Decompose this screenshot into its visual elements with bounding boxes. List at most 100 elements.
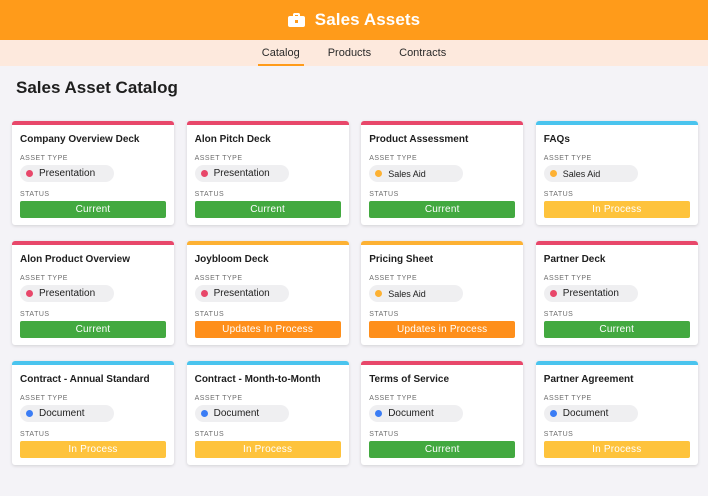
asset-card[interactable]: Contract - Annual Standard ASSET TYPE Docu… <box>12 361 174 465</box>
asset-type-value: Presentation <box>213 288 270 299</box>
status-label: STATUS <box>369 311 399 318</box>
asset-name: Product Assessment <box>369 134 469 145</box>
asset-type-value: Document <box>39 408 85 419</box>
app-header: Sales Assets <box>0 0 708 40</box>
asset-card[interactable]: Company Overview Deck ASSET TYPE Presentat… <box>12 121 174 225</box>
status-badge: Current <box>20 321 166 338</box>
briefcase-icon <box>287 13 305 27</box>
asset-name: FAQs <box>543 134 570 145</box>
asset-type-label: ASSET TYPE <box>369 395 418 402</box>
asset-type-badge: Sales Aid <box>369 165 464 182</box>
status-label: STATUS <box>543 431 574 438</box>
asset-name: Partner Deck <box>543 254 606 265</box>
asset-type-label: ASSET TYPE <box>194 395 243 402</box>
asset-type-value: Sales Aid <box>562 168 601 179</box>
asset-type-label: ASSET TYPE <box>369 155 418 162</box>
status-badge: In Process <box>543 201 690 218</box>
asset-card[interactable]: Contract - Month-to-Month ASSET TYPE Docum… <box>186 361 349 465</box>
asset-type-label: ASSET TYPE <box>543 275 592 282</box>
asset-type-badge: Presentation <box>194 285 289 302</box>
asset-type-badge: Document <box>194 405 289 422</box>
card-accent-bar <box>186 241 349 245</box>
asset-grid: Company Overview Deck ASSET TYPE Presentat… <box>12 121 698 465</box>
status-badge: Current <box>369 201 516 218</box>
status-label: STATUS <box>20 191 50 198</box>
asset-type-value: Presentation <box>562 288 619 299</box>
status-label: STATUS <box>194 191 225 198</box>
asset-name: Contract - Annual Standard <box>20 374 150 385</box>
asset-name: Alon Product Overview <box>20 254 131 265</box>
asset-type-label: ASSET TYPE <box>369 275 418 282</box>
asset-type-badge: Document <box>543 405 638 422</box>
status-badge: Current <box>194 201 341 218</box>
asset-type-label: ASSET TYPE <box>194 275 243 282</box>
asset-type-label: ASSET TYPE <box>194 155 243 162</box>
type-dot-icon <box>549 170 557 177</box>
type-dot-icon <box>549 410 557 417</box>
asset-name: Contract - Month-to-Month <box>194 374 321 385</box>
asset-card[interactable]: Joybloom Deck ASSET TYPE Presentation STATU… <box>186 241 349 345</box>
card-accent-bar <box>186 361 349 365</box>
status-label: STATUS <box>194 311 225 318</box>
tab-products[interactable]: Products <box>327 47 372 59</box>
card-accent-bar <box>361 361 524 365</box>
status-label: STATUS <box>543 191 574 198</box>
asset-name: Pricing Sheet <box>369 254 434 265</box>
type-dot-icon <box>200 410 208 417</box>
status-label: STATUS <box>20 311 50 318</box>
asset-card[interactable]: Alon Pitch Deck ASSET TYPE Presentation STA… <box>186 121 349 225</box>
status-badge: Updates In Process <box>194 321 341 338</box>
asset-card[interactable]: Pricing Sheet ASSET TYPE Sales Aid STATUS Up… <box>361 241 524 345</box>
type-dot-icon <box>375 290 383 297</box>
asset-type-label: ASSET TYPE <box>543 395 592 402</box>
asset-type-label: ASSET TYPE <box>20 395 68 402</box>
asset-type-label: ASSET TYPE <box>20 275 68 282</box>
status-label: STATUS <box>194 431 225 438</box>
tab-contracts[interactable]: Contracts <box>399 47 447 59</box>
status-label: STATUS <box>543 311 574 318</box>
type-dot-icon <box>26 410 33 417</box>
type-dot-icon <box>549 290 557 297</box>
asset-name: Joybloom Deck <box>194 254 269 265</box>
asset-card[interactable]: Product Assessment ASSET TYPE Sales Aid STA… <box>361 121 524 225</box>
card-accent-bar <box>186 121 349 125</box>
asset-card[interactable]: Terms of Service ASSET TYPE Document STATUS… <box>361 361 524 465</box>
asset-type-value: Presentation <box>39 168 96 179</box>
card-accent-bar <box>12 121 174 125</box>
asset-card[interactable]: Partner Deck ASSET TYPE Presentation STATUS… <box>535 241 698 345</box>
asset-card[interactable]: Partner Agreement ASSET TYPE Document STATU… <box>535 361 698 465</box>
type-dot-icon <box>200 170 208 177</box>
asset-card[interactable]: Alon Product Overview ASSET TYPE Presentat… <box>12 241 174 345</box>
card-accent-bar <box>535 361 698 365</box>
type-dot-icon <box>200 290 208 297</box>
status-label: STATUS <box>20 431 50 438</box>
asset-name: Alon Pitch Deck <box>194 134 271 145</box>
status-badge: Current <box>20 201 166 218</box>
asset-type-value: Presentation <box>39 288 96 299</box>
card-accent-bar <box>12 361 174 365</box>
app-title: Sales Assets <box>314 10 421 29</box>
asset-type-value: Presentation <box>213 168 270 179</box>
nav-tabs: Catalog Products Contracts <box>0 40 708 66</box>
status-badge: In Process <box>543 441 690 458</box>
asset-type-badge: Document <box>369 405 464 422</box>
page-title: Sales Asset Catalog <box>16 78 178 97</box>
status-badge: In Process <box>194 441 341 458</box>
asset-name: Company Overview Deck <box>20 134 140 145</box>
asset-type-label: ASSET TYPE <box>543 155 592 162</box>
status-label: STATUS <box>369 191 399 198</box>
asset-card[interactable]: FAQs ASSET TYPE Sales Aid STATUS In Process <box>535 121 698 225</box>
tab-catalog[interactable]: Catalog <box>257 40 304 66</box>
asset-type-badge: Presentation <box>20 285 114 302</box>
asset-type-badge: Sales Aid <box>369 285 464 302</box>
asset-type-value: Document <box>562 408 609 419</box>
asset-type-label: ASSET TYPE <box>20 155 68 162</box>
status-badge: In Process <box>20 441 166 458</box>
asset-type-value: Sales Aid <box>388 168 426 179</box>
asset-type-value: Document <box>213 408 260 419</box>
status-badge: Updates in Process <box>369 321 516 338</box>
card-accent-bar <box>535 121 698 125</box>
type-dot-icon <box>375 170 383 177</box>
card-accent-bar <box>535 241 698 245</box>
type-dot-icon <box>26 170 33 177</box>
